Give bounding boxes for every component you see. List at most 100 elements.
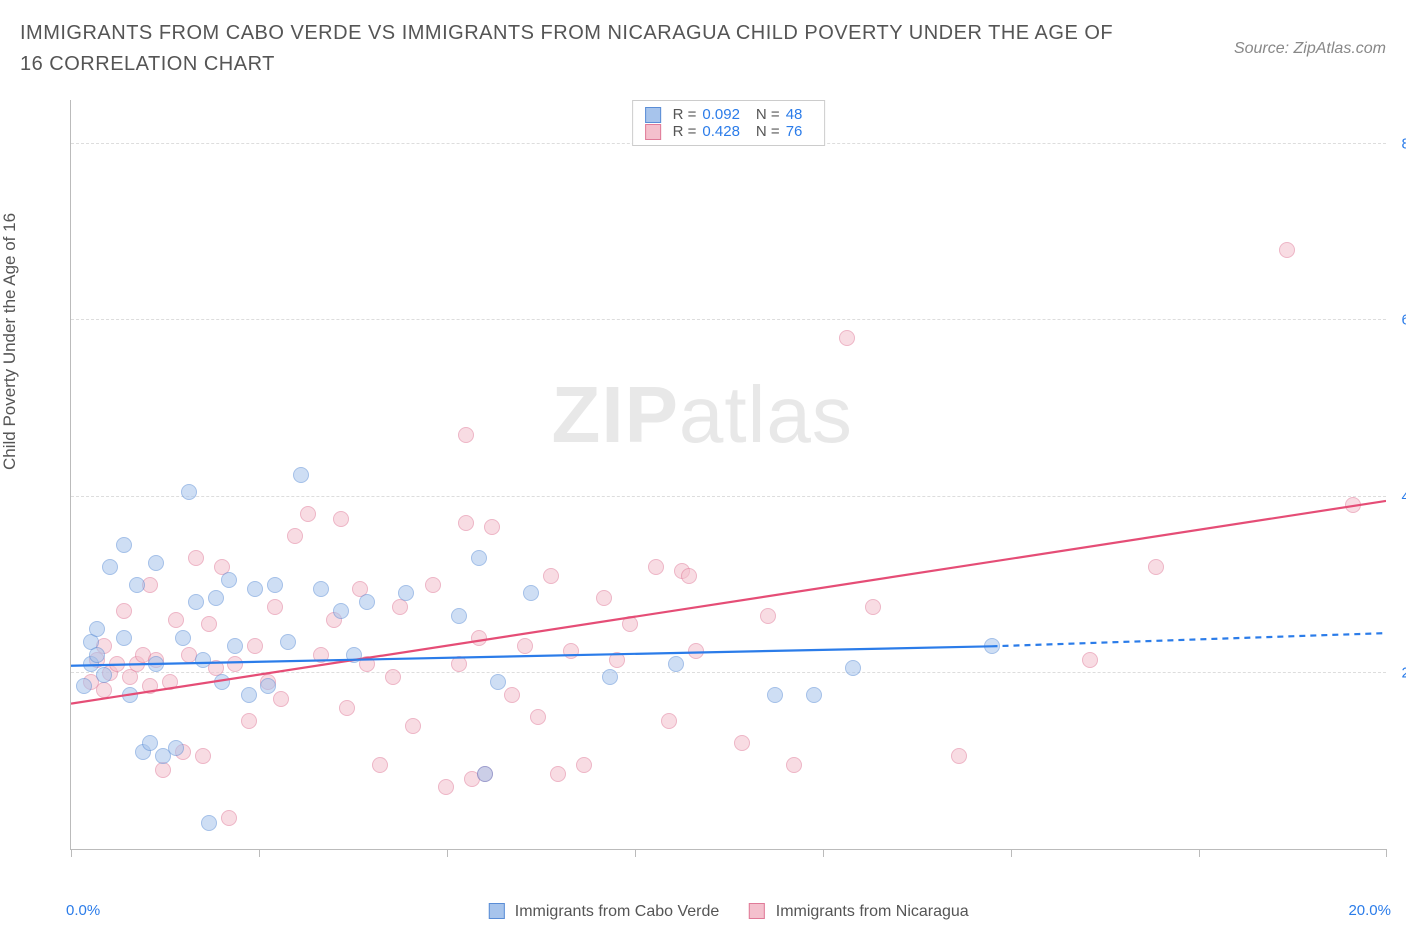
top-legend: R = 0.092 N = 48 R = 0.428 N = 76	[632, 100, 826, 146]
scatter-point	[102, 559, 118, 575]
scatter-point	[471, 550, 487, 566]
bottom-swatch-a	[488, 903, 504, 919]
scatter-point	[227, 638, 243, 654]
scatter-point	[247, 638, 263, 654]
scatter-point	[661, 713, 677, 729]
scatter-point	[260, 678, 276, 694]
scatter-point	[543, 568, 559, 584]
scatter-point	[188, 550, 204, 566]
x-tick-mark	[823, 849, 824, 857]
watermark-atlas: atlas	[679, 370, 853, 459]
y-tick-label: 60.0%	[1401, 312, 1406, 329]
scatter-point	[1082, 652, 1098, 668]
scatter-point	[188, 594, 204, 610]
scatter-point	[148, 555, 164, 571]
scatter-point	[622, 616, 638, 632]
scatter-point	[142, 735, 158, 751]
legend-row-b: R = 0.428 N = 76	[645, 123, 813, 140]
scatter-point	[76, 678, 92, 694]
x-tick-mark	[259, 849, 260, 857]
trend-lines	[71, 100, 1386, 849]
scatter-point	[168, 740, 184, 756]
scatter-point	[195, 748, 211, 764]
scatter-point	[313, 647, 329, 663]
scatter-point	[609, 652, 625, 668]
series-b-name: Immigrants from Nicaragua	[776, 903, 969, 920]
watermark: ZIPatlas	[551, 369, 852, 461]
scatter-point	[865, 599, 881, 615]
x-tick-mark	[1386, 849, 1387, 857]
scatter-point	[267, 577, 283, 593]
scatter-point	[214, 674, 230, 690]
scatter-point	[458, 515, 474, 531]
scatter-point	[576, 757, 592, 773]
scatter-point	[122, 687, 138, 703]
scatter-point	[168, 612, 184, 628]
scatter-point	[201, 616, 217, 632]
scatter-point	[116, 630, 132, 646]
n-value-a: 48	[786, 106, 803, 123]
series-a-name: Immigrants from Cabo Verde	[515, 903, 720, 920]
scatter-point	[333, 511, 349, 527]
scatter-point	[839, 330, 855, 346]
scatter-point	[767, 687, 783, 703]
x-tick-mark	[71, 849, 72, 857]
r-label-a: R =	[673, 106, 697, 123]
gridline	[71, 319, 1386, 320]
y-tick-label: 40.0%	[1401, 488, 1406, 505]
scatter-point	[313, 581, 329, 597]
scatter-point	[148, 656, 164, 672]
x-tick-mark	[1011, 849, 1012, 857]
x-axis-max-label: 20.0%	[1348, 902, 1391, 919]
scatter-point	[1148, 559, 1164, 575]
scatter-point	[490, 674, 506, 690]
scatter-point	[438, 779, 454, 795]
scatter-point	[681, 568, 697, 584]
scatter-point	[221, 810, 237, 826]
y-tick-label: 20.0%	[1401, 664, 1406, 681]
scatter-point	[247, 581, 263, 597]
scatter-point	[484, 519, 500, 535]
scatter-point	[563, 643, 579, 659]
n-label-b: N =	[756, 123, 780, 140]
r-label-b: R =	[673, 123, 697, 140]
scatter-point	[201, 815, 217, 831]
x-tick-mark	[635, 849, 636, 857]
plot-area: ZIPatlas R = 0.092 N = 48 R = 0.428 N = …	[70, 100, 1386, 850]
scatter-point	[175, 630, 191, 646]
scatter-point	[668, 656, 684, 672]
scatter-point	[195, 652, 211, 668]
scatter-point	[96, 667, 112, 683]
scatter-point	[372, 757, 388, 773]
bottom-legend-item-a: Immigrants from Cabo Verde	[488, 903, 719, 921]
x-tick-mark	[447, 849, 448, 857]
x-tick-mark	[1199, 849, 1200, 857]
scatter-point	[359, 594, 375, 610]
page-title: IMMIGRANTS FROM CABO VERDE VS IMMIGRANTS…	[20, 18, 1120, 80]
scatter-point	[760, 608, 776, 624]
scatter-point	[287, 528, 303, 544]
scatter-point	[845, 660, 861, 676]
scatter-point	[451, 656, 467, 672]
scatter-point	[227, 656, 243, 672]
scatter-point	[398, 585, 414, 601]
x-axis-min-label: 0.0%	[66, 902, 100, 919]
n-label-a: N =	[756, 106, 780, 123]
scatter-point	[458, 427, 474, 443]
scatter-point	[786, 757, 802, 773]
scatter-point	[477, 766, 493, 782]
legend-swatch-b	[645, 124, 661, 140]
source-credit: Source: ZipAtlas.com	[1234, 18, 1386, 58]
scatter-point	[221, 572, 237, 588]
gridline	[71, 496, 1386, 497]
r-value-b: 0.428	[702, 123, 740, 140]
scatter-point	[293, 467, 309, 483]
scatter-point	[142, 678, 158, 694]
legend-row-a: R = 0.092 N = 48	[645, 106, 813, 123]
scatter-point	[550, 766, 566, 782]
scatter-point	[109, 656, 125, 672]
scatter-point	[951, 748, 967, 764]
scatter-point	[129, 577, 145, 593]
scatter-point	[596, 590, 612, 606]
scatter-point	[523, 585, 539, 601]
